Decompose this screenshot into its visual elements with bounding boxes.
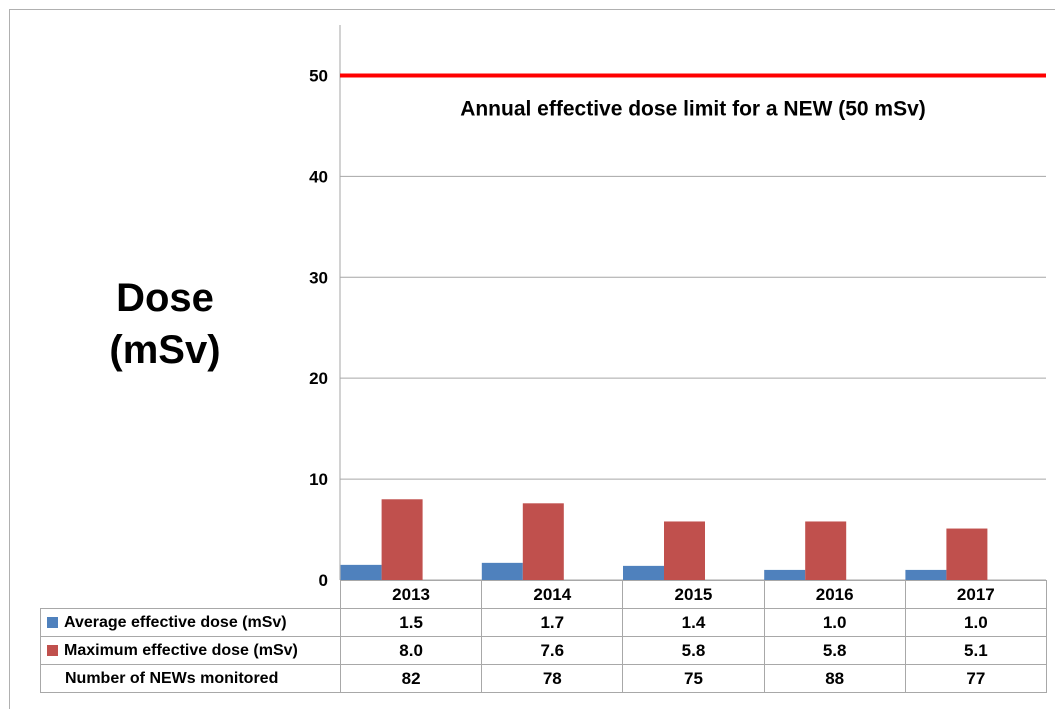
legend-swatch-maximum <box>47 644 58 656</box>
x-tick-label-2015: 2015 <box>622 580 765 609</box>
y-axis-label-line-1: Dose <box>116 276 214 320</box>
y-tick-label-20: 20 <box>309 369 328 388</box>
data-label-news-monitored-2013: 82 <box>339 664 483 693</box>
legend-entry-average: Average effective dose (mSv) <box>40 608 341 637</box>
legend-entry-maximum: Maximum effective dose (mSv) <box>40 636 341 665</box>
data-label-average-2017: 1.0 <box>904 608 1047 637</box>
data-label-maximum-2017: 5.1 <box>904 636 1047 665</box>
y-axis-label: Dose (mSv) <box>95 272 235 376</box>
table-row-average: Average effective dose (mSv) 1.5 1.7 1.4 1.0… <box>40 608 1047 637</box>
data-label-maximum-2013: 8.0 <box>339 636 483 665</box>
bar-average-2017 <box>905 569 947 580</box>
table-row-maximum: Maximum effective dose (mSv) 8.0 7.6 5.8 5.8… <box>40 636 1047 665</box>
data-label-maximum-2014: 7.6 <box>481 636 624 665</box>
legend-swatch-average <box>47 616 58 628</box>
table-row-news-monitored: Number of NEWs monitored 82 78 75 88 77 <box>40 664 1047 693</box>
table-corner-cell <box>40 580 341 609</box>
y-tick-label-40: 40 <box>309 167 328 186</box>
bar-maximum-2015 <box>664 521 705 580</box>
data-label-average-2014: 1.7 <box>481 608 624 637</box>
data-label-news-monitored-2014: 78 <box>481 664 624 693</box>
legend-label-average: Average effective dose (mSv) <box>64 613 287 631</box>
data-table: 2013 2014 2015 2016 2017 Average effective do… <box>40 580 1047 693</box>
bar-average-2013 <box>340 564 382 580</box>
x-tick-label-2017: 2017 <box>904 580 1047 609</box>
chart-frame <box>9 9 1055 709</box>
data-label-average-2016: 1.0 <box>763 608 906 637</box>
y-tick-label-30: 30 <box>309 268 328 287</box>
data-label-news-monitored-2016: 88 <box>763 664 906 693</box>
data-label-maximum-2016: 5.8 <box>763 636 906 665</box>
y-tick-label-10: 10 <box>309 470 328 489</box>
bar-average-2014 <box>481 562 523 580</box>
bar-average-2015 <box>623 565 664 580</box>
data-label-average-2013: 1.5 <box>339 608 483 637</box>
y-axis-label-line-2: (mSv) <box>109 328 221 372</box>
legend-entry-news-monitored: Number of NEWs monitored <box>40 664 341 693</box>
bar-maximum-2016 <box>805 521 847 580</box>
x-tick-label-2014: 2014 <box>481 580 624 609</box>
data-label-maximum-2015: 5.8 <box>622 636 765 665</box>
legend-label-news-monitored: Number of NEWs monitored <box>65 669 279 687</box>
data-label-news-monitored-2015: 75 <box>622 664 765 693</box>
data-label-average-2015: 1.4 <box>622 608 765 637</box>
bar-maximum-2017 <box>946 528 988 580</box>
reference-limit-label: Annual effective dose limit for a NEW (5… <box>460 97 926 120</box>
bar-maximum-2013 <box>381 499 423 580</box>
x-tick-label-2016: 2016 <box>763 580 906 609</box>
x-tick-label-2013: 2013 <box>339 580 483 609</box>
table-header-row: 2013 2014 2015 2016 2017 <box>40 580 1047 609</box>
data-label-news-monitored-2017: 77 <box>904 664 1047 693</box>
bar-average-2016 <box>764 569 806 580</box>
bar-maximum-2014 <box>522 503 564 580</box>
legend-label-maximum: Maximum effective dose (mSv) <box>64 641 298 659</box>
y-tick-label-50: 50 <box>309 66 328 85</box>
